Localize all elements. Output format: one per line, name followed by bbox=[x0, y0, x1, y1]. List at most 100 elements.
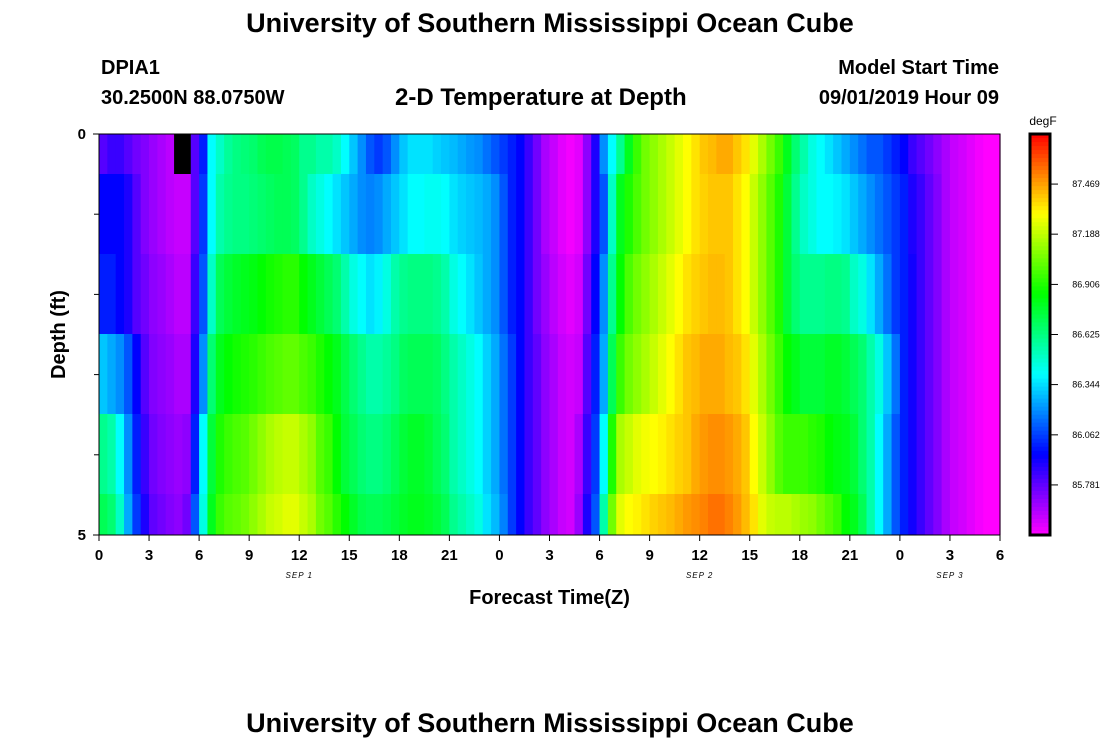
footer-title: University of Southern Mississippi Ocean… bbox=[246, 708, 854, 738]
x-tick-label: 6 bbox=[595, 547, 603, 564]
heatmap-cell bbox=[532, 414, 542, 494]
colorbar-segment bbox=[1030, 258, 1050, 263]
heatmap-cell bbox=[758, 254, 767, 334]
heatmap-cell bbox=[182, 414, 192, 494]
heatmap-cell bbox=[399, 334, 409, 414]
model-start-time: 09/01/2019 Hour 09 bbox=[818, 87, 999, 109]
heatmap-cell bbox=[816, 254, 826, 334]
heatmap-cell bbox=[808, 174, 818, 254]
heatmap-cell bbox=[983, 174, 993, 254]
colorbar-segment bbox=[1030, 482, 1050, 488]
heatmap-cell bbox=[524, 334, 534, 414]
heatmap-cell bbox=[549, 174, 559, 254]
heatmap-cell bbox=[390, 414, 400, 494]
heatmap-cell bbox=[224, 174, 234, 254]
heatmap-cell bbox=[649, 134, 659, 174]
heatmap-cell bbox=[265, 254, 275, 334]
heatmap-cell bbox=[340, 174, 350, 254]
heatmap-cell bbox=[315, 414, 325, 494]
heatmap-cell bbox=[424, 334, 434, 414]
heatmap-cell bbox=[240, 174, 250, 254]
colorbar-segment bbox=[1030, 406, 1050, 412]
heatmap-cell bbox=[908, 254, 918, 334]
colorbar-segment bbox=[1030, 394, 1050, 400]
heatmap-cell bbox=[257, 494, 267, 535]
heatmap-cell bbox=[399, 174, 409, 254]
heatmap-cell bbox=[741, 414, 751, 494]
heatmap-cell bbox=[124, 414, 133, 494]
heatmap-cell bbox=[657, 334, 667, 414]
heatmap-cell bbox=[641, 414, 651, 494]
heatmap-cell bbox=[941, 134, 951, 174]
heatmap-cell bbox=[199, 254, 209, 334]
heatmap-cell bbox=[607, 334, 617, 414]
heatmap-cell bbox=[132, 494, 142, 535]
heatmap-cell bbox=[724, 134, 734, 174]
heatmap-cell bbox=[808, 414, 818, 494]
colorbar-segment bbox=[1030, 358, 1050, 364]
heatmap-cell bbox=[482, 254, 492, 334]
heatmap-cell bbox=[232, 174, 242, 254]
heatmap-cell bbox=[758, 134, 767, 174]
heatmap-cell bbox=[616, 254, 626, 334]
heatmap-cell bbox=[349, 134, 359, 174]
heatmap-cell bbox=[215, 174, 225, 254]
plot-title: 2-D Temperature at Depth bbox=[395, 84, 687, 111]
heatmap-cell bbox=[349, 174, 359, 254]
heatmap-cell bbox=[299, 134, 309, 174]
colorbar-segment bbox=[1030, 134, 1050, 139]
heatmap-cell bbox=[799, 254, 809, 334]
y-axis-title: Depth (ft) bbox=[48, 290, 70, 379]
heatmap-cell bbox=[524, 494, 534, 535]
heatmap-cell bbox=[290, 414, 300, 494]
heatmap-cell bbox=[682, 414, 692, 494]
heatmap-cell bbox=[449, 494, 459, 535]
heatmap-cell bbox=[365, 414, 375, 494]
heatmap-cell bbox=[124, 254, 133, 334]
heatmap-cell bbox=[315, 334, 325, 414]
heatmap-cell bbox=[382, 494, 392, 535]
heatmap-cell bbox=[324, 494, 334, 535]
heatmap-cell bbox=[983, 254, 993, 334]
heatmap-cell bbox=[516, 334, 526, 414]
heatmap-cell bbox=[524, 174, 534, 254]
heatmap-cell bbox=[733, 334, 742, 414]
heatmap-cell bbox=[516, 414, 526, 494]
heatmap-cell bbox=[457, 414, 467, 494]
heatmap-cell bbox=[190, 134, 200, 174]
heatmap-cell bbox=[307, 414, 317, 494]
heatmap-cell bbox=[708, 494, 717, 535]
colorbar-segment bbox=[1030, 474, 1050, 480]
heatmap-cell bbox=[833, 334, 843, 414]
heatmap-cell bbox=[107, 334, 117, 414]
heatmap-cell bbox=[324, 414, 334, 494]
heatmap-cell bbox=[232, 134, 242, 174]
heatmap-cell bbox=[249, 134, 259, 174]
heatmap-cell bbox=[190, 414, 200, 494]
colorbar-segment bbox=[1030, 438, 1050, 444]
heatmap-cell bbox=[315, 494, 325, 535]
heatmap-cell bbox=[482, 174, 492, 254]
heatmap-cell bbox=[424, 174, 434, 254]
heatmap-cell bbox=[716, 254, 726, 334]
colorbar-segment bbox=[1030, 278, 1050, 283]
heatmap-cell bbox=[541, 254, 551, 334]
heatmap-cell bbox=[240, 494, 250, 535]
heatmap-cell bbox=[407, 254, 417, 334]
heatmap-cell bbox=[374, 174, 384, 254]
heatmap-cell bbox=[215, 494, 225, 535]
heatmap-cell bbox=[224, 414, 234, 494]
heatmap-cell bbox=[908, 174, 918, 254]
colorbar-segment bbox=[1030, 194, 1050, 199]
heatmap-cell bbox=[941, 254, 951, 334]
heatmap-cell bbox=[390, 494, 400, 535]
heatmap-cell bbox=[115, 134, 125, 174]
heatmap-cell bbox=[507, 334, 517, 414]
colorbar-segment bbox=[1030, 530, 1050, 536]
heatmap-cell bbox=[140, 254, 150, 334]
colorbar-segment bbox=[1030, 138, 1050, 143]
heatmap-cell bbox=[774, 414, 784, 494]
heatmap-cell bbox=[641, 134, 651, 174]
heatmap-cell bbox=[315, 134, 325, 174]
heatmap-cell bbox=[224, 494, 234, 535]
